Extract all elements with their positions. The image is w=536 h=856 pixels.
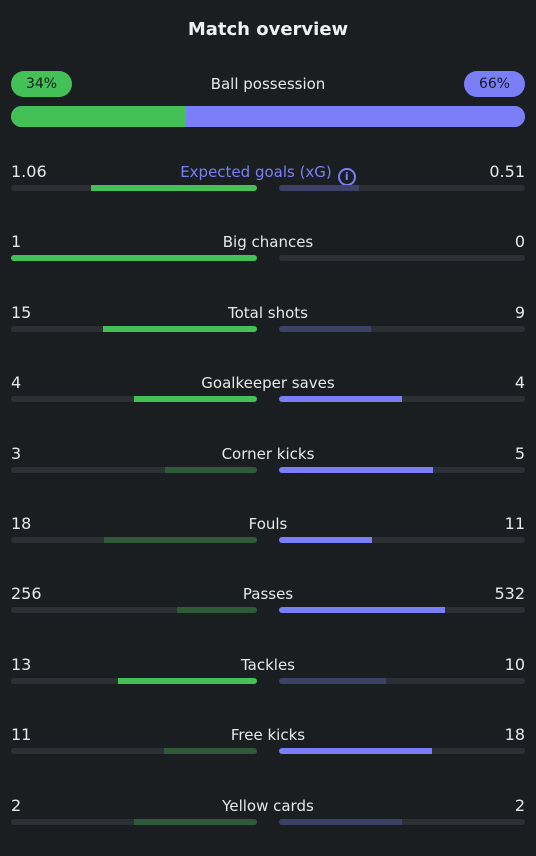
stat-label-text: Free kicks (230, 726, 306, 744)
home-stat-value: 18 (11, 514, 32, 533)
stat-row: 11 Free kicks 18 (11, 724, 525, 764)
stat-row: 1 Big chances 0 (11, 231, 525, 271)
home-stat-bar (11, 607, 257, 613)
stat-row: 3 Corner kicks 5 (11, 443, 525, 483)
home-stat-value: 1.06 (11, 162, 47, 181)
possession-bar (11, 106, 525, 127)
home-stat-bar-fill (104, 537, 257, 543)
away-stat-bar (279, 326, 525, 332)
away-stat-value: 0.51 (489, 162, 525, 181)
away-stat-bar (279, 819, 525, 825)
home-stat-bar (11, 255, 257, 261)
away-stat-value: 10 (504, 655, 525, 674)
home-stat-bar-fill (134, 819, 257, 825)
away-stat-value: 0 (514, 232, 525, 251)
stat-label-text: Goalkeeper saves (201, 374, 335, 392)
away-stat-bar (279, 467, 525, 473)
home-stat-bar (11, 467, 257, 473)
home-stat-bar-fill (11, 255, 257, 261)
home-stat-value: 13 (11, 655, 32, 674)
away-stat-bar-fill (279, 748, 432, 754)
stat-label: Tackles (11, 654, 525, 676)
away-stat-bar (279, 537, 525, 543)
home-stat-bar-fill (118, 678, 257, 684)
home-stat-bar-fill (163, 748, 257, 754)
match-overview-title: Match overview (187, 19, 349, 40)
stat-label: Free kicks (11, 724, 525, 746)
home-stat-bar-fill (177, 607, 257, 613)
stat-label-text: Fouls (248, 515, 288, 533)
away-stat-bar (279, 607, 525, 613)
away-stat-bar-fill (279, 396, 402, 402)
stat-label: Goalkeeper saves (11, 372, 525, 394)
stat-row: 15 Total shots 9 (11, 302, 525, 342)
stat-label: Corner kicks (11, 443, 525, 465)
stat-label-text: Expected goals (xG) (180, 163, 332, 181)
home-possession-fill (11, 106, 186, 127)
away-stat-bar-fill (279, 537, 373, 543)
away-stat-value: 18 (504, 725, 525, 744)
stat-label[interactable]: Expected goals (xG) i (11, 161, 525, 186)
away-stat-bar (279, 185, 525, 191)
away-stat-bar-fill (279, 185, 359, 191)
away-stat-value: 532 (494, 584, 525, 603)
home-stat-bar (11, 326, 257, 332)
away-stat-bar (279, 748, 525, 754)
home-stat-value: 11 (11, 725, 32, 744)
home-stat-value: 256 (11, 584, 42, 603)
home-stat-bar (11, 537, 257, 543)
away-stat-bar-fill (279, 819, 402, 825)
stat-label: Total shots (11, 302, 525, 324)
home-stat-bar-fill (103, 326, 257, 332)
stat-row: 256 Passes 532 (11, 583, 525, 623)
home-stat-value: 3 (11, 444, 22, 463)
stat-row: 4 Goalkeeper saves 4 (11, 372, 525, 412)
stat-label: Fouls (11, 513, 525, 535)
home-stat-value: 15 (11, 303, 32, 322)
home-stat-bar-fill (164, 467, 257, 473)
stat-label: Passes (11, 583, 525, 605)
stat-label-text: Tackles (240, 656, 296, 674)
away-stat-value: 9 (514, 303, 525, 322)
stat-label-text: Total shots (228, 304, 308, 322)
stat-label-text: Passes (242, 585, 294, 603)
home-stat-bar (11, 678, 257, 684)
away-stat-value: 2 (514, 796, 525, 815)
stat-row: 1.06 Expected goals (xG) i 0.51 (11, 161, 525, 201)
possession-label: Ball possession (210, 75, 326, 93)
away-stat-bar-fill (279, 607, 446, 613)
stat-row: 2 Yellow cards 2 (11, 795, 525, 835)
possession-header: 34% Ball possession 66% (11, 71, 525, 97)
home-stat-bar-fill (90, 185, 257, 191)
info-icon[interactable]: i (337, 168, 356, 186)
home-possession-badge: 34% (11, 71, 72, 97)
home-stat-bar (11, 396, 257, 402)
stat-label-text: Yellow cards (222, 797, 314, 815)
away-stat-bar-fill (279, 678, 386, 684)
away-stat-value: 4 (514, 373, 525, 392)
away-stat-bar (279, 255, 525, 261)
away-stat-bar (279, 396, 525, 402)
home-stat-bar (11, 819, 257, 825)
home-stat-value: 2 (11, 796, 22, 815)
stat-label: Yellow cards (11, 795, 525, 817)
home-stat-bar-fill (134, 396, 257, 402)
home-stat-value: 1 (11, 232, 22, 251)
stat-row: 13 Tackles 10 (11, 654, 525, 694)
home-stat-value: 4 (11, 373, 22, 392)
away-stat-value: 5 (514, 444, 525, 463)
away-stat-bar-fill (279, 326, 372, 332)
away-stat-bar-fill (279, 467, 433, 473)
stat-row: 18 Fouls 11 (11, 513, 525, 553)
stat-label-text: Corner kicks (221, 445, 315, 463)
stat-label: Big chances (11, 231, 525, 253)
home-stat-bar (11, 748, 257, 754)
stat-label-text: Big chances (222, 233, 314, 251)
home-stat-bar (11, 185, 257, 191)
away-possession-badge: 66% (464, 71, 525, 97)
away-possession-fill (185, 106, 525, 127)
away-stat-value: 11 (504, 514, 525, 533)
away-stat-bar (279, 678, 525, 684)
